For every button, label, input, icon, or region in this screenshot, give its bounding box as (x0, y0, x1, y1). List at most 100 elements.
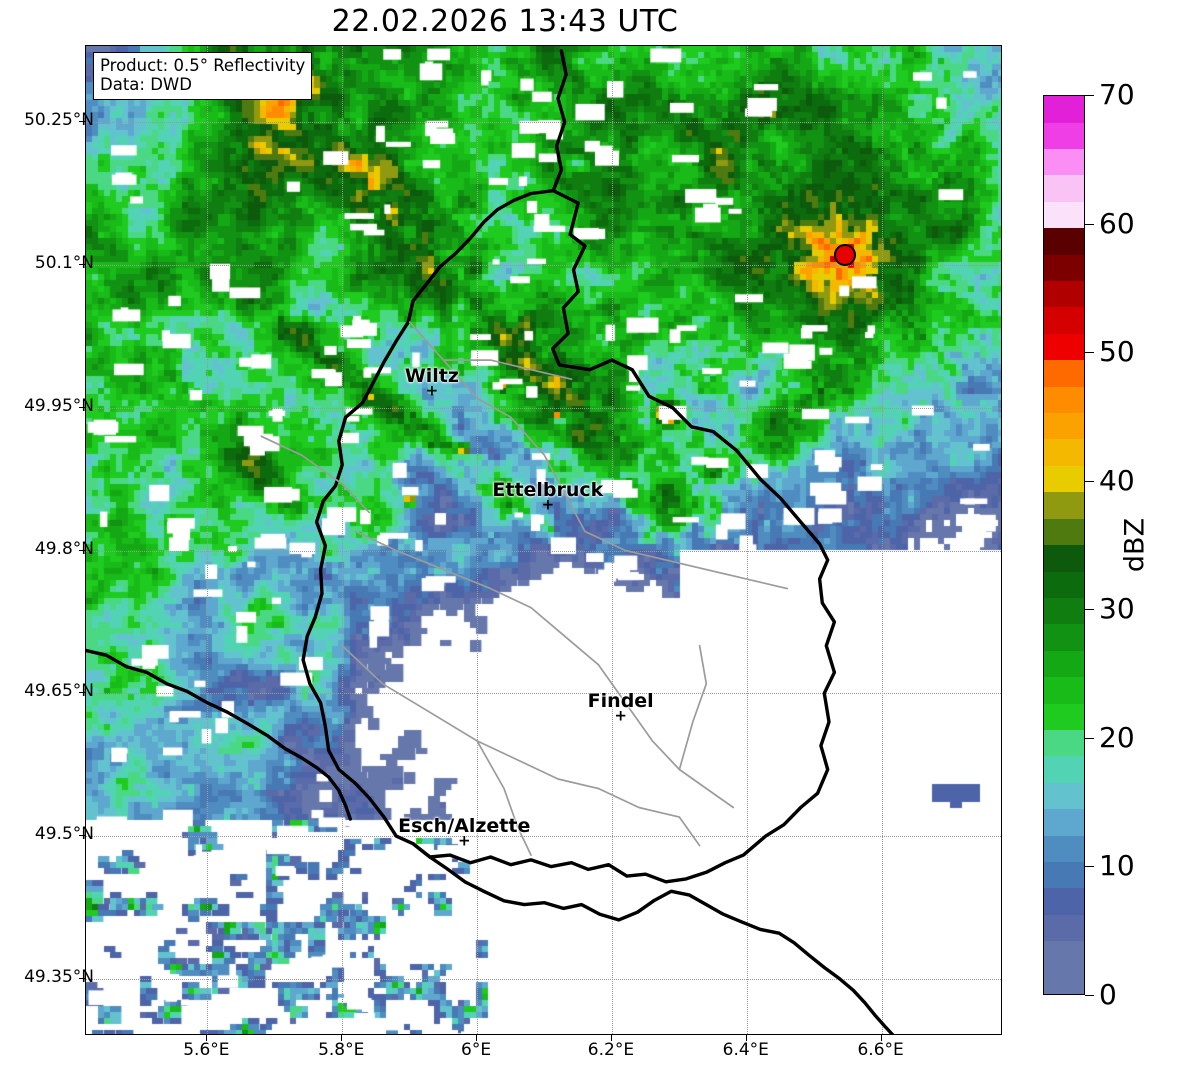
longitude-tick-mark (880, 1035, 882, 1041)
country-border-belgium-france-west (86, 648, 352, 821)
colorbar-band (1044, 835, 1084, 862)
colorbar-band (1044, 333, 1084, 361)
country-border-luxembourg (301, 189, 837, 884)
colorbar-band (1044, 729, 1084, 757)
longitude-tick-mark (341, 1035, 343, 1041)
gridline-vertical (207, 46, 209, 1034)
region-border (260, 435, 371, 514)
colorbar-band (1044, 492, 1084, 519)
latitude-tick-mark (79, 406, 85, 408)
radar-reflectivity-layer (86, 46, 1001, 1034)
colorbar-tick-mark (1085, 737, 1094, 739)
longitude-tick-label: 5.8°E (318, 1040, 365, 1060)
colorbar-tick-label: 50 (1099, 335, 1135, 369)
colorbar-band (1044, 624, 1084, 651)
latitude-tick-mark (79, 977, 85, 979)
colorbar-band (1044, 545, 1084, 572)
gridline-vertical (342, 46, 344, 1034)
gridline-horizontal (86, 407, 1001, 409)
colorbar-band (1044, 861, 1084, 889)
colorbar-band (1044, 96, 1084, 123)
latitude-tick-label: 49.8°N (34, 538, 94, 559)
colorbar-tick-label: 30 (1099, 592, 1135, 626)
region-border (678, 644, 708, 771)
colorbar-band (1044, 386, 1084, 414)
gridline-vertical (881, 46, 883, 1034)
latitude-tick-label: 49.95°N (24, 395, 94, 416)
map-clip: Wiltz + Ettelbruck + Findel + Esch/Alzette + (86, 46, 1001, 1034)
colorbar-tick-mark (1085, 995, 1094, 996)
latitude-tick-mark (79, 263, 85, 265)
gridline-horizontal (86, 978, 1001, 980)
colorbar-band (1044, 307, 1084, 334)
colorbar-band (1044, 254, 1084, 282)
colorbar-band (1044, 122, 1084, 149)
latitude-tick-mark (79, 835, 85, 837)
longitude-tick-mark (610, 1035, 612, 1041)
colorbar-band (1044, 888, 1084, 915)
gridline-horizontal (86, 836, 1001, 838)
radar-site-marker[interactable] (833, 244, 856, 267)
colorbar-tick-label: 60 (1099, 206, 1135, 240)
colorbar-band (1044, 782, 1084, 810)
colorbar-tick-mark (1085, 223, 1094, 225)
page-title: 22.02.2026 13:43 UTC (331, 4, 679, 39)
gridline-vertical (477, 46, 479, 1034)
colorbar-tick-mark (1085, 480, 1094, 482)
longitude-tick-label: 5.6°E (183, 1040, 230, 1060)
latitude-tick-label: 49.5°N (34, 824, 94, 845)
colorbar-tick-mark (1085, 866, 1094, 868)
longitude-tick-mark (476, 1035, 478, 1041)
latitude-tick-mark (79, 692, 85, 694)
colorbar-band (1044, 439, 1084, 466)
colorbar-band (1044, 149, 1084, 176)
country-border-germany-north (551, 49, 568, 193)
gridline-horizontal (86, 264, 1001, 266)
region-border (597, 663, 735, 809)
latitude-tick-mark (79, 121, 85, 123)
region-border (341, 644, 600, 790)
latitude-tick-label: 49.65°N (24, 681, 94, 702)
country-border-france-south (411, 842, 895, 1034)
colorbar-band (1044, 465, 1084, 493)
radar-map[interactable]: Wiltz + Ettelbruck + Findel + Esch/Alzette + (85, 45, 1002, 1035)
colorbar-tick-label: 40 (1099, 463, 1135, 497)
gridline-vertical (611, 46, 613, 1034)
colorbar[interactable]: 0 10 20 30 40 50 60 70 dBZ (1043, 81, 1184, 1009)
longitude-tick-label: 6.2°E (587, 1040, 635, 1060)
data-source-line: Data: DWD (100, 75, 192, 95)
region-border (476, 740, 532, 856)
longitude-tick-label: 6.4°E (722, 1040, 769, 1060)
longitude-tick-mark (206, 1035, 208, 1041)
region-border (354, 530, 600, 666)
colorbar-band (1044, 677, 1084, 704)
colorbar-band (1044, 703, 1084, 730)
colorbar-band (1044, 175, 1084, 202)
longitude-tick-label: 6.6°E (857, 1040, 904, 1060)
colorbar-tick-mark (1085, 609, 1094, 611)
gridline-vertical (746, 46, 748, 1034)
colorbar-tick-mark (1085, 352, 1094, 354)
gridline-horizontal (86, 550, 1001, 552)
colorbar-band (1044, 413, 1084, 440)
colorbar-band (1044, 967, 1084, 994)
colorbar-tick-label: 0 (1099, 978, 1117, 1011)
colorbar-band (1044, 941, 1084, 968)
gridline-horizontal (86, 122, 1001, 124)
colorbar-band (1044, 201, 1084, 229)
colorbar-band (1044, 809, 1084, 836)
latitude-tick-label: 49.35°N (24, 966, 94, 987)
colorbar-axis-label: dBZ (1119, 517, 1151, 573)
colorbar-band (1044, 756, 1084, 783)
latitude-tick-label: 50.1°N (34, 252, 94, 273)
colorbar-band (1044, 360, 1084, 387)
longitude-tick-label: 6°E (461, 1040, 492, 1060)
region-border (442, 359, 573, 381)
colorbar-tick-label: 20 (1099, 720, 1135, 754)
region-border (408, 321, 586, 533)
colorbar-band (1044, 650, 1084, 678)
colorbar-gradient (1043, 95, 1085, 995)
colorbar-band (1044, 518, 1084, 546)
latitude-tick-label: 50.25°N (24, 110, 94, 131)
colorbar-tick-mark (1085, 95, 1094, 96)
